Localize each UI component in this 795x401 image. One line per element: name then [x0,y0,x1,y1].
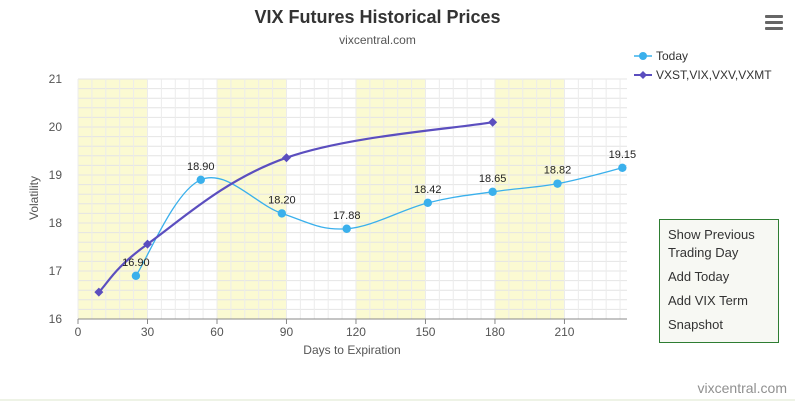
y-tick-label: 17 [49,264,63,278]
data-point-today [553,179,562,188]
data-labels: 16.90 18.90 18.20 17.88 18.42 18.65 18.82 19.15 [122,149,636,269]
data-label: 17.88 [333,210,361,222]
y-tick-label: 20 [49,120,63,134]
x-tick-label: 0 [75,325,82,339]
bottom-divider [0,399,795,401]
series-layer [94,117,627,297]
data-point-vix-indices [488,117,498,127]
x-tick-label: 210 [554,325,574,339]
x-tick-label: 150 [415,325,435,339]
chart-subtitle: vixcentral.com [339,33,416,47]
data-point-vix-indices [94,287,104,297]
shaded-bands [78,79,565,319]
shaded-band [494,79,565,319]
axes: 0 30 60 90 120 150 180 210 16 17 18 19 20 21 [49,72,627,339]
data-label: 16.90 [122,257,150,269]
legend-item-today[interactable]: Today [634,46,772,65]
legend: Today VXST,VIX,VXV,VXMT [634,46,772,84]
circle-marker-icon [634,51,652,60]
y-tick-label: 21 [49,72,63,86]
data-point-today [131,271,141,280]
data-label: 19.15 [609,149,637,161]
data-point-vix-indices [142,239,152,249]
data-point-today [618,163,627,172]
chart-title: VIX Futures Historical Prices [254,7,501,27]
add-vix-term-button[interactable]: Add VIX Term [668,293,748,308]
chart-controls: Show Previous Trading Day Add Today Add … [659,219,779,343]
y-axis-label: Volatility [27,176,41,220]
show-previous-day-button[interactable]: Show Previous Trading Day [668,227,755,260]
diamond-marker-icon [634,70,652,79]
x-tick-label: 180 [485,325,505,339]
data-label: 18.82 [544,165,572,177]
snapshot-button[interactable]: Snapshot [668,317,723,332]
legend-label-today: Today [656,48,689,63]
shaded-band [216,79,287,319]
series-line-vix-indices [98,121,493,293]
legend-label-vix-indices: VXST,VIX,VXV,VXMT [656,67,772,82]
y-tick-label: 19 [49,168,63,182]
add-today-button[interactable]: Add Today [668,269,730,284]
data-point-today [196,175,205,184]
y-tick-label: 18 [49,216,63,230]
y-tick-label: 16 [49,312,63,326]
data-label: 18.20 [268,194,296,206]
shaded-band [355,79,426,319]
x-tick-label: 30 [141,325,155,339]
legend-item-vix-indices[interactable]: VXST,VIX,VXV,VXMT [634,65,772,84]
data-label: 18.65 [479,173,507,185]
credit-link[interactable]: vixcentral.com [697,380,787,396]
data-point-vix-indices [281,153,291,163]
hamburger-menu-icon[interactable] [765,15,783,31]
x-tick-label: 60 [210,325,224,339]
data-point-today [342,224,351,233]
data-label: 18.90 [187,161,215,173]
x-axis-label: Days to Expiration [303,343,400,357]
x-tick-label: 120 [346,325,366,339]
data-point-today [488,187,497,196]
data-point-today [423,198,432,208]
data-label: 18.42 [414,184,442,196]
shaded-band [78,79,148,319]
x-tick-label: 90 [280,325,294,339]
data-point-today [277,209,287,218]
